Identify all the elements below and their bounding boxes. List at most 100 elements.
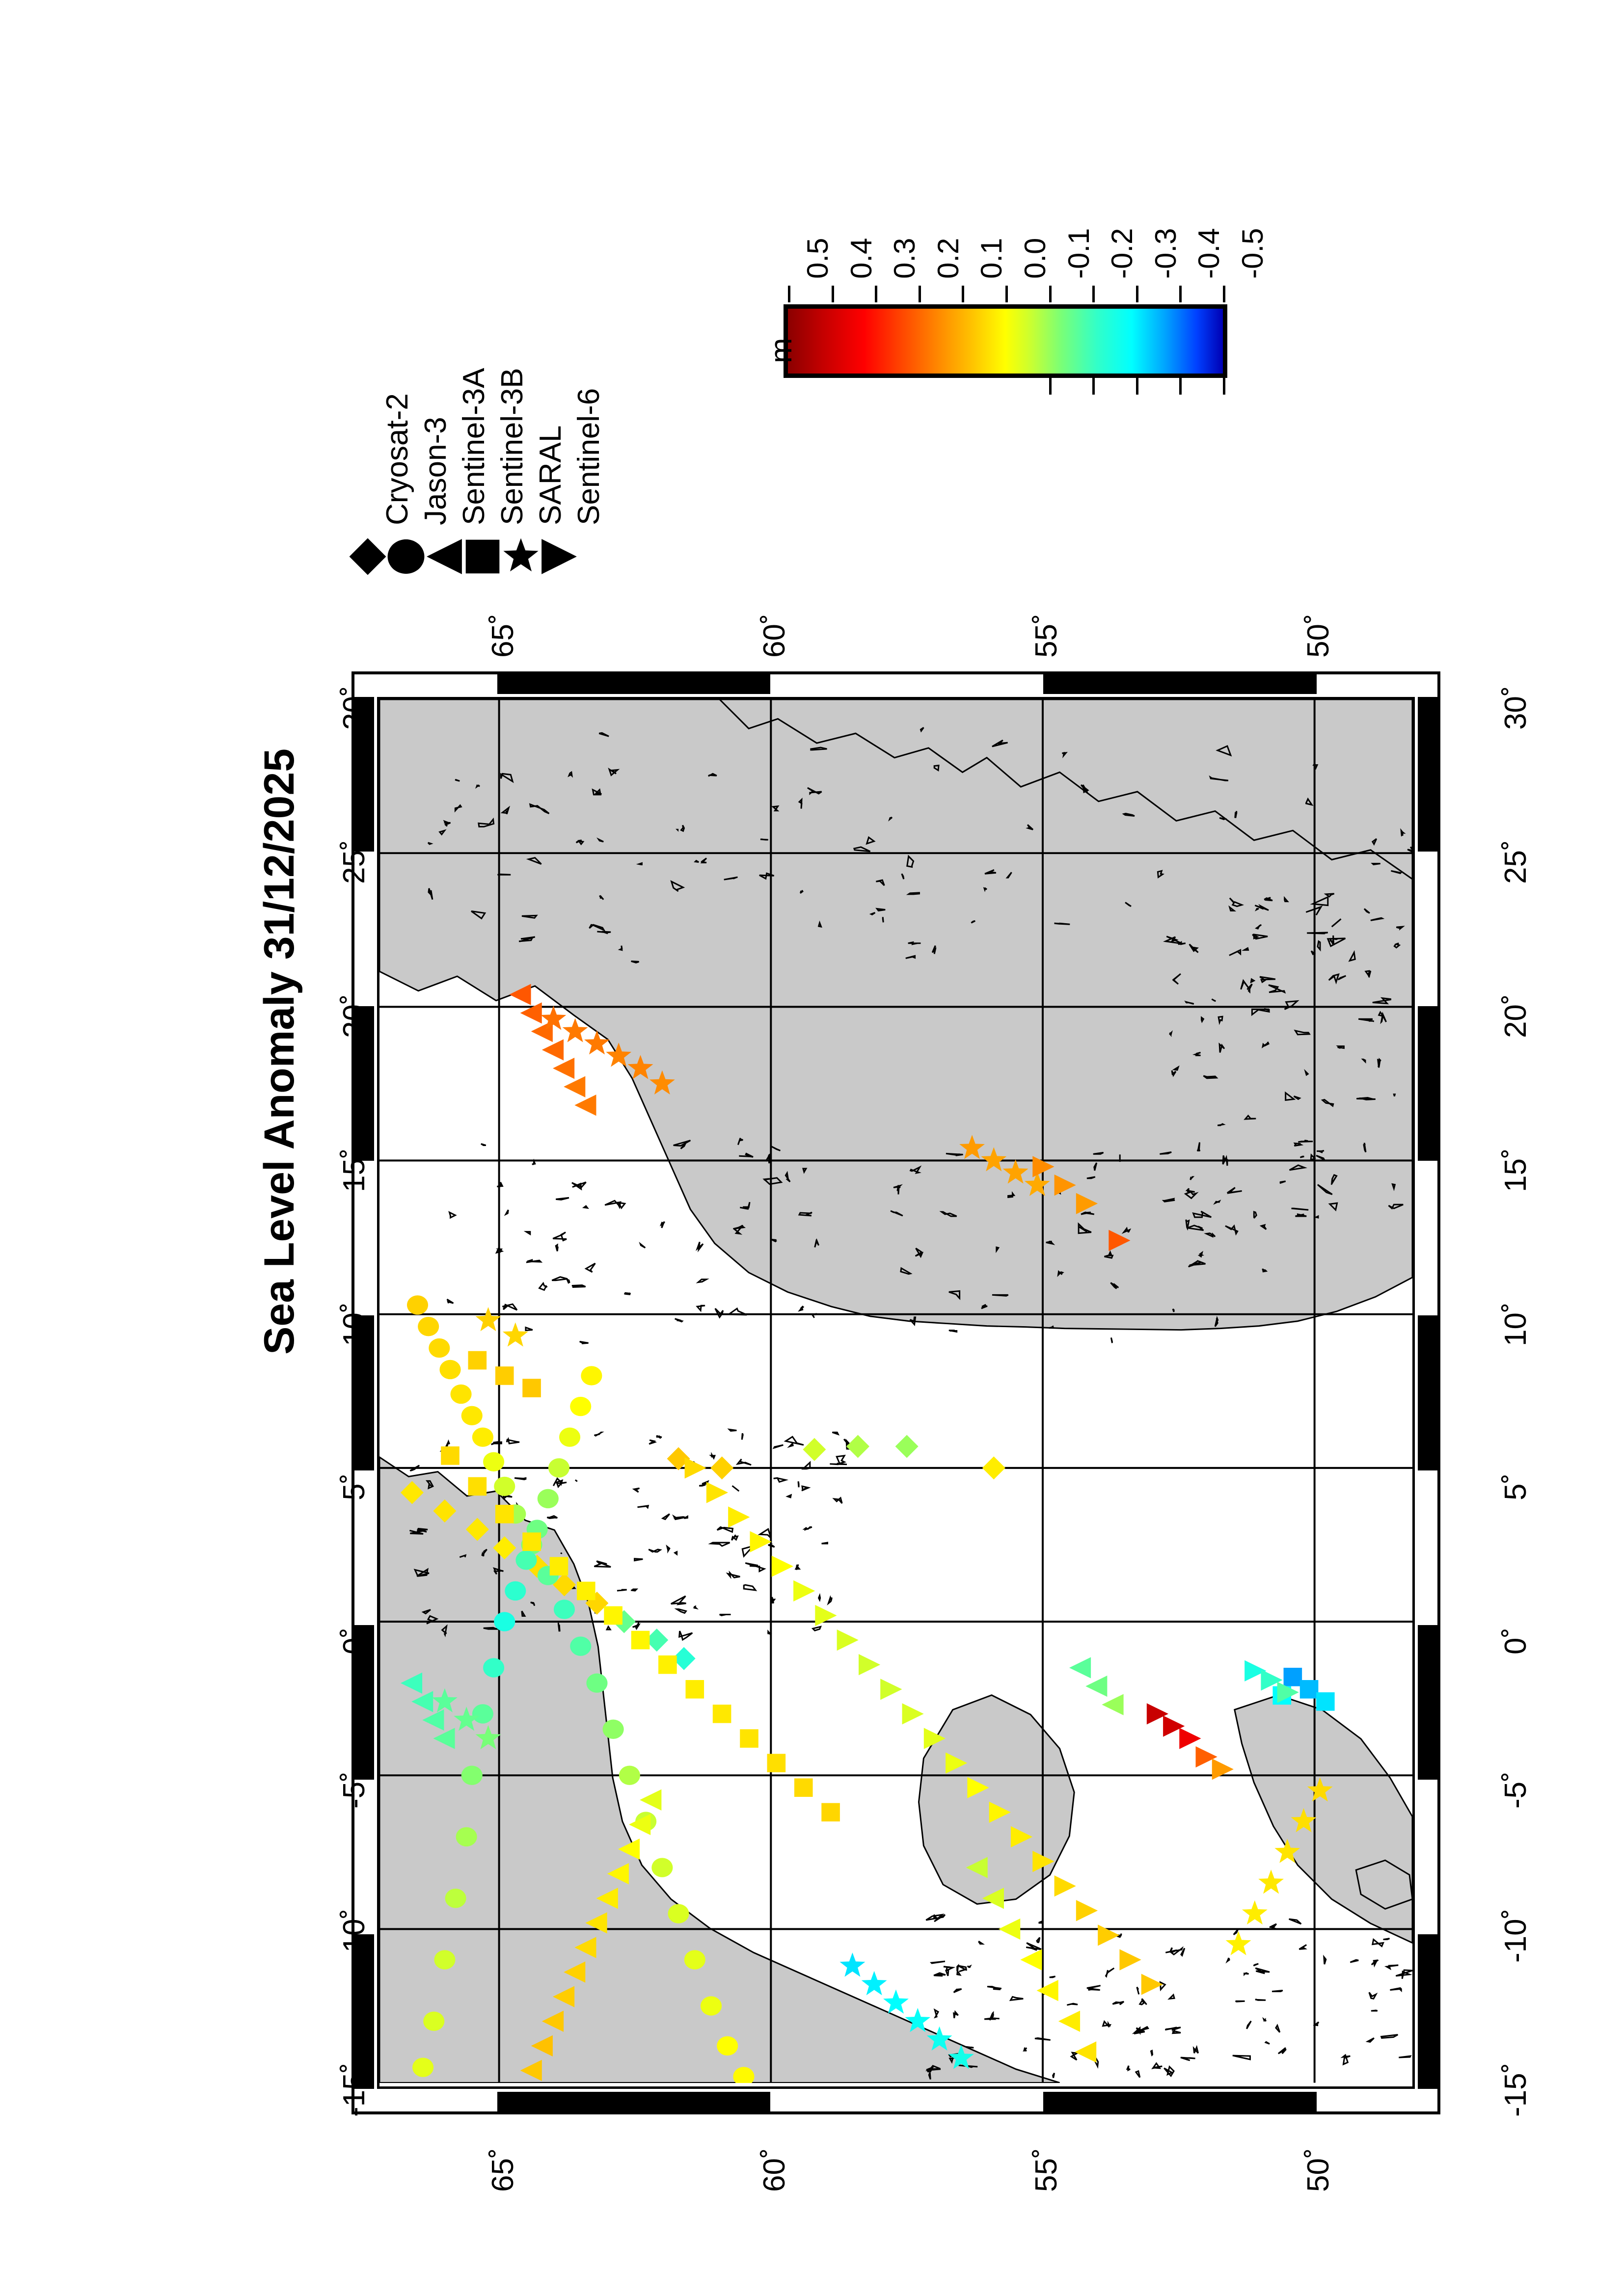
latitude-tick-label: -10˚ [337, 1908, 371, 1963]
frame-band-bottom [497, 2092, 771, 2111]
coastline-detail [579, 1340, 589, 1344]
coastline-detail [1196, 1142, 1201, 1151]
coastline-detail [996, 1246, 1000, 1254]
coastline-detail [818, 1593, 821, 1602]
colorbar-tick [1179, 286, 1182, 302]
coastline-detail [953, 2010, 959, 2019]
coastline-detail [1254, 904, 1269, 911]
coastline-detail [1316, 1154, 1325, 1161]
coastline-detail [555, 1243, 559, 1252]
coastline-detail [827, 1595, 833, 1606]
coastline-detail [888, 817, 893, 822]
data-marker [1020, 1949, 1042, 1971]
coastline-detail [421, 1609, 431, 1615]
coastline-detail [731, 1534, 739, 1541]
colorbar-tick-label: 0.1 [975, 238, 1008, 279]
data-marker [606, 1042, 632, 1067]
coastline-detail [1255, 1998, 1266, 2001]
coastline-detail [624, 1292, 631, 1295]
coastline-detail [747, 1201, 751, 1208]
coastline-detail [931, 945, 937, 954]
data-marker [493, 1536, 516, 1560]
coastline-detail [1026, 1942, 1042, 1951]
data-marker [553, 1600, 575, 1619]
coastline-detail [1317, 940, 1321, 952]
coastline-detail [992, 739, 1008, 748]
coastline-detail [1388, 1203, 1404, 1210]
map-plot-area[interactable] [377, 697, 1415, 2089]
legend-symbol-star [502, 537, 539, 572]
coastline-detail [1240, 979, 1250, 990]
data-marker [553, 1986, 575, 2007]
coastline-detail [933, 1972, 946, 1977]
legend-label: Sentinel-3A [457, 368, 491, 525]
coastline-detail [680, 1143, 686, 1149]
coastline-detail [661, 1513, 670, 1521]
coastline-detail [739, 1152, 754, 1158]
data-marker [423, 2011, 445, 2031]
latitude-tick-label: 10˚ [1499, 1302, 1533, 1346]
coastline-detail [546, 1515, 558, 1520]
coastline-detail [1364, 970, 1372, 978]
coastline-detail [905, 955, 916, 959]
coastline-detail [1229, 897, 1234, 904]
coastline-detail [992, 1294, 1009, 1297]
data-marker [1054, 1875, 1076, 1897]
data-marker [411, 1691, 433, 1712]
coastline-detail [427, 842, 433, 845]
data-marker [475, 1307, 501, 1332]
coastline-detail [700, 857, 707, 864]
data-marker [520, 1002, 542, 1024]
map-panel[interactable] [352, 671, 1440, 2114]
latitude-tick-label: 15˚ [1499, 1148, 1533, 1192]
data-marker [618, 1838, 640, 1860]
data-marker [472, 1704, 493, 1724]
track-sentinel-6 [684, 1156, 1299, 1995]
frame-band-right [1418, 1315, 1437, 1470]
coastline-detail [696, 1279, 709, 1283]
coastline-detail [1330, 1174, 1338, 1185]
coastline-detail [1185, 1188, 1195, 1193]
coastline-detail [428, 888, 433, 900]
coastline-detail [1171, 2029, 1181, 2034]
coastline-detail [714, 1308, 724, 1319]
data-marker [585, 1912, 607, 1934]
coastline-detail [502, 1303, 518, 1311]
coastline-detail [504, 1209, 509, 1216]
data-marker [750, 1531, 772, 1552]
coastline-detail [1049, 1976, 1056, 1978]
coastline-detail [1093, 1162, 1098, 1171]
landmass [1355, 1859, 1412, 1910]
coastline-detail [1390, 1987, 1402, 1993]
coastline-detail [1310, 896, 1329, 907]
coastline-detail [521, 1610, 526, 1617]
data-marker [1054, 1174, 1076, 1196]
data-marker [837, 1629, 859, 1651]
coastline-detail [1067, 2002, 1078, 2006]
data-marker [905, 2008, 931, 2032]
coastline-detail [1250, 978, 1256, 984]
colorbar-tick-lower [1092, 378, 1095, 395]
coastline-detail [1169, 1947, 1173, 1952]
frame-band-left [354, 1006, 374, 1161]
coastline-detail [1264, 897, 1273, 902]
coastline-detail [1203, 1075, 1218, 1079]
coastline-detail [1162, 1198, 1175, 1202]
coastline-detail [906, 892, 920, 895]
coastline-detail [1259, 1224, 1267, 1230]
data-marker [553, 1057, 575, 1079]
coastline-detail [574, 1479, 578, 1482]
coastline-detail [1310, 950, 1316, 956]
coastline-detail [798, 1211, 812, 1217]
coastline-detail [1126, 2065, 1131, 2072]
coastline-detail [518, 936, 536, 942]
data-marker [412, 2057, 434, 2077]
coastline-detail [984, 869, 997, 875]
coastline-detail [1328, 973, 1340, 985]
coastline-detail [1165, 1946, 1184, 1956]
data-marker [1225, 1931, 1251, 1955]
data-marker [684, 1457, 706, 1479]
data-marker [585, 1591, 609, 1615]
latitude-tick-label: -10˚ [1499, 1908, 1533, 1963]
coastline-detail [673, 1550, 678, 1556]
